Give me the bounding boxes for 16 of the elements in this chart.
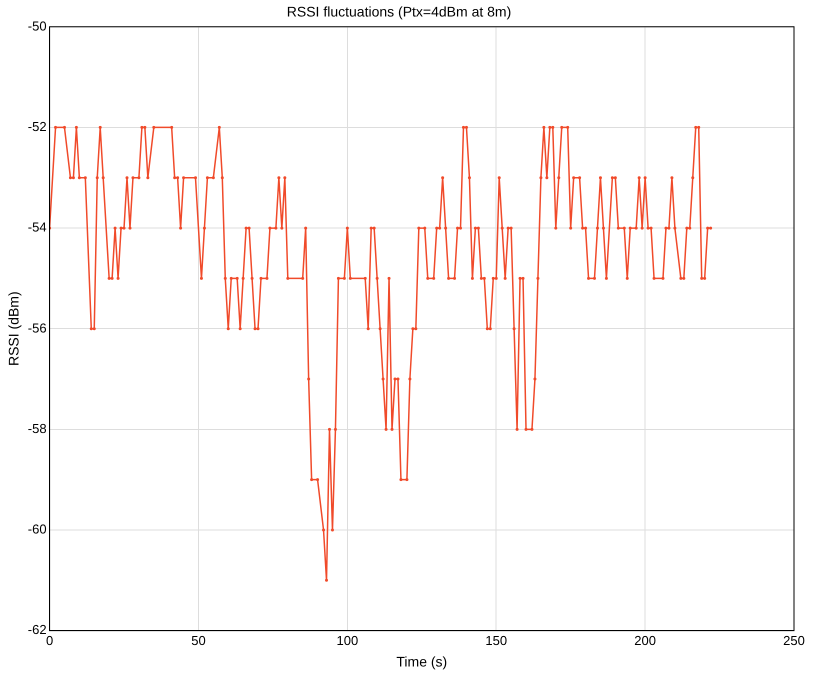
x-tick-label: 250 [783, 632, 805, 648]
x-tick-label: 100 [336, 632, 358, 648]
y-tick-label: -50 [28, 18, 47, 34]
y-axis-title: RSSI (dBm) [5, 291, 22, 366]
x-tick-label: 0 [46, 632, 54, 648]
y-tick-label: -56 [28, 320, 47, 336]
x-axis-title: Time (s) [396, 653, 448, 670]
y-tick-label: -54 [28, 220, 47, 235]
y-tick-label: -52 [28, 119, 47, 134]
y-tick-label: -62 [28, 622, 47, 638]
chart-title: RSSI fluctuations (Ptx=4dBm at 8m) [286, 3, 512, 20]
x-tick-label: 200 [634, 632, 656, 648]
x-tick-label: 150 [485, 632, 508, 648]
y-tick-label: -60 [28, 522, 47, 537]
x-tick-label: 50 [191, 632, 206, 648]
y-tick-label: -58 [28, 420, 47, 436]
